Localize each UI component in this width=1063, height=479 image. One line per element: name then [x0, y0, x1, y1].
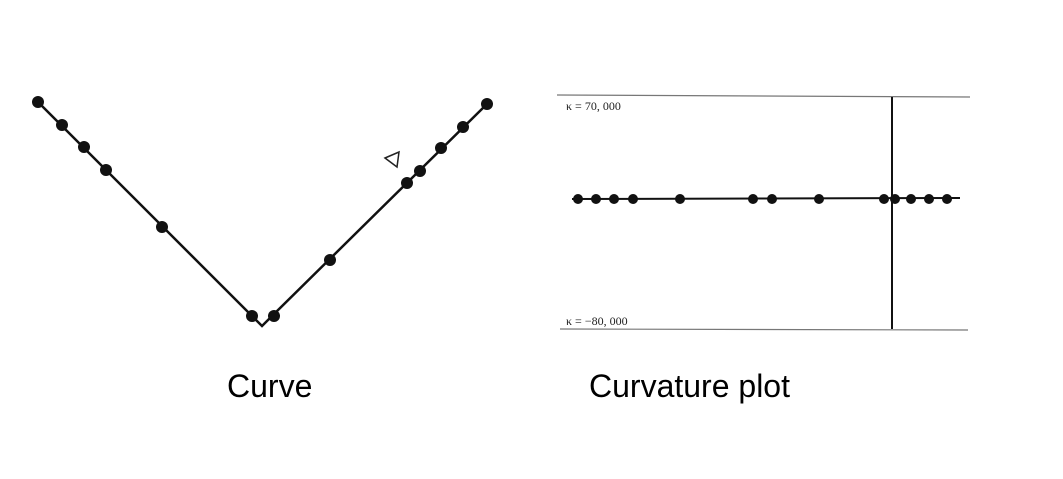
curvature-point: [814, 194, 824, 204]
curvature-point: [942, 194, 952, 204]
curvature-point: [748, 194, 758, 204]
curvature-plot-caption: Curvature plot: [589, 368, 790, 404]
curvature-point: [890, 194, 900, 204]
curvature-point: [767, 194, 777, 204]
upper-bound-line: [556, 94, 971, 98]
curvature-point: [573, 194, 583, 204]
curve-caption: Curve: [227, 368, 313, 404]
curve-control-points: [32, 96, 493, 322]
triangle-marker-icon: [383, 150, 400, 169]
lower-bound-label: κ = −80, 000: [566, 314, 628, 328]
curve-point: [401, 177, 413, 189]
upper-bound-label: κ = 70, 000: [566, 99, 621, 113]
curve-point: [156, 221, 168, 233]
curve-point: [56, 119, 68, 131]
curvature-point: [591, 194, 601, 204]
curvature-point: [879, 194, 889, 204]
curve-point: [481, 98, 493, 110]
curve-point: [435, 142, 447, 154]
curve-point: [268, 310, 280, 322]
curve-point: [78, 141, 90, 153]
curvature-points: [573, 194, 952, 204]
curvature-point: [628, 194, 638, 204]
curve-point: [457, 121, 469, 133]
curvature-point: [906, 194, 916, 204]
curve-diagram: [32, 96, 493, 328]
curvature-plot: κ = 70, 000 κ = −80, 000: [556, 94, 971, 331]
curve-line: [37, 101, 488, 328]
curve-point: [246, 310, 258, 322]
curvature-point: [675, 194, 685, 204]
lower-bound-line: [559, 328, 969, 331]
curvature-point: [609, 194, 619, 204]
curve-point: [414, 165, 426, 177]
curve-point: [324, 254, 336, 266]
curve-point: [100, 164, 112, 176]
curvature-point: [924, 194, 934, 204]
curve-point: [32, 96, 44, 108]
